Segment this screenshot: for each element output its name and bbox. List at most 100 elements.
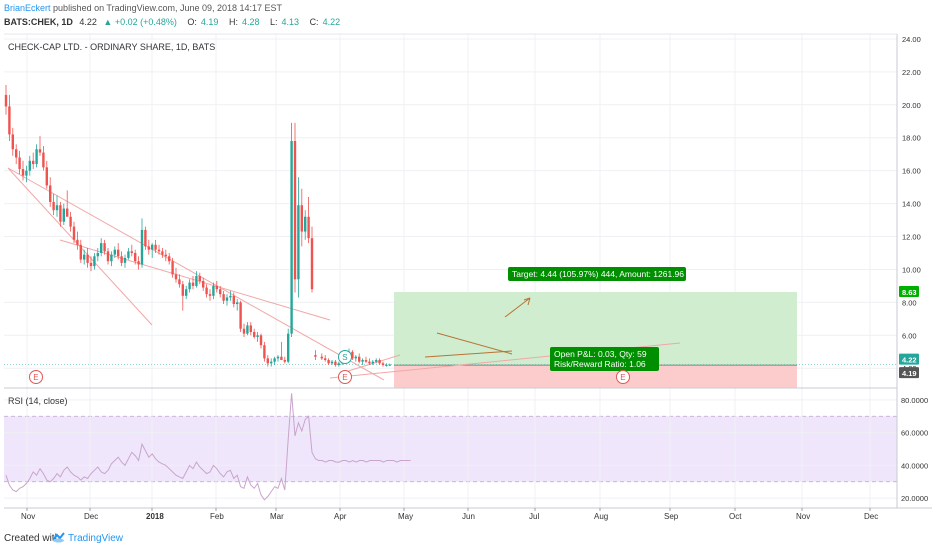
candle-body [202,280,205,288]
candle-body [15,149,18,158]
candle-body [174,274,178,280]
chart-canvas[interactable]: Nov Dec 2018 Feb Mar Apr May Jun Jul Aug Sep Oct Nov… [0,0,932,528]
candle-body [327,360,330,364]
rsi-band [4,416,897,482]
candle-body [198,276,201,281]
symbol-label: BATS:CHEK, 1D [4,17,73,27]
candle-body [144,229,147,247]
o-label: O: [187,17,197,27]
change-text: +0.02 (+0.48%) [114,17,177,27]
trend-line[interactable] [424,350,513,358]
candle-body [242,328,246,334]
publish-info: BrianEckert published on TradingView.com… [4,3,282,13]
trend-line[interactable] [436,332,513,355]
price-label: 18.00 [902,134,921,143]
candle-body [25,170,28,176]
pnl-label-text: Open P&L: 0.03, Qty: 59 [554,349,647,359]
author-link[interactable]: BrianEckert [4,3,51,13]
time-label: Sep [664,512,679,521]
candle-body [259,335,263,346]
candle-body [320,356,323,359]
price-label: 16.00 [902,167,921,176]
candle-body [69,216,72,227]
rsi-label: 20.0000 [901,494,928,503]
candle-body [191,282,195,286]
price-label: 14.00 [902,200,921,209]
earnings-marker-icon: E [620,373,625,382]
candle-body [178,279,181,285]
candle-body [364,360,368,362]
candle-body [79,244,82,260]
badge-current-bg [899,353,919,365]
candle-body [154,244,157,250]
earnings-marker-circle[interactable] [29,370,43,384]
candle-body [375,360,378,362]
candle-body [273,358,276,362]
pane-title: CHECK-CAP LTD. - ORDINARY SHARE, 1D, BAT… [8,42,215,52]
candle-body [134,252,137,262]
badge-entry: 4.19 [902,369,917,378]
candle-body [28,160,31,171]
earnings-marker-icon: E [33,373,38,382]
candle-body [38,149,42,153]
split-marker-circle[interactable] [338,350,352,364]
candle-body [11,134,14,150]
candle-body [351,351,354,359]
l-value: 4.13 [281,17,300,27]
candle-body [55,205,59,211]
earnings-marker-circle[interactable] [338,370,352,384]
pnl-label-bg[interactable] [550,347,659,371]
trend-line[interactable] [504,297,531,318]
price-label: 24.00 [902,35,921,44]
candle-body [110,254,113,262]
candle-body [290,141,293,334]
candle-body [310,238,314,290]
candle-body [130,251,133,253]
time-label: Nov [21,512,35,521]
candle-body [276,356,280,359]
overlays: 8.63 4.22 4.19 Target: 4.44 (105.97%) 444, … [8,42,919,406]
axes: Nov Dec 2018 Feb Mar Apr May Jun Jul Aug Sep Oct Nov… [21,35,928,521]
position-zones[interactable] [4,292,897,388]
stop-zone[interactable] [394,365,797,388]
earnings-marker-icon: E [342,373,347,382]
candle-body [263,345,266,359]
candle-body [287,333,290,362]
candle-body [103,243,106,252]
symbol-legend: BATS:CHEK, 1D 4.22 ▲ +0.02 (+0.48%) O: 4.… [4,17,348,27]
h-value: 4.28 [241,17,260,27]
tradingview-link[interactable]: TradingView [68,533,124,544]
earnings-marker-circle[interactable] [616,370,630,384]
rsi-title: RSI (14, close) [8,396,68,406]
candle-body [62,208,65,222]
last-price: 4.22 [79,17,97,27]
candle-body [266,358,269,364]
candle-body [236,302,239,305]
pnl-label-text: Risk/Reward Ratio: 1.06 [554,359,646,369]
candle-body [385,364,388,366]
candle-body [249,325,252,333]
price-label: 22.00 [902,68,921,77]
candle-body [72,226,76,240]
candle-body [388,364,391,366]
candle-body [368,361,371,364]
price-label: 20.00 [902,101,921,110]
candle-body [147,246,150,250]
rsi-label: 40.0000 [901,461,928,470]
candle-body [371,361,374,364]
candle-body [354,356,357,359]
rsi-series [5,393,411,501]
target-label-bg[interactable] [508,267,686,281]
candle-body [49,185,52,202]
time-label: Mar [270,512,284,521]
h-label: H: [228,17,238,27]
ohlc-high: H: 4.28 [229,17,264,27]
published-text: published on TradingView.com, June 09, 2… [53,3,283,13]
candle-body [89,262,93,267]
price-label: 12.00 [902,233,921,242]
candle-body [164,254,167,257]
badge-current: 4.22 [902,356,917,365]
target-label-text: Target: 4.44 (105.97%) 444, Amount: 1261… [512,269,684,279]
candle-body [161,251,164,255]
candle-body [304,216,307,232]
